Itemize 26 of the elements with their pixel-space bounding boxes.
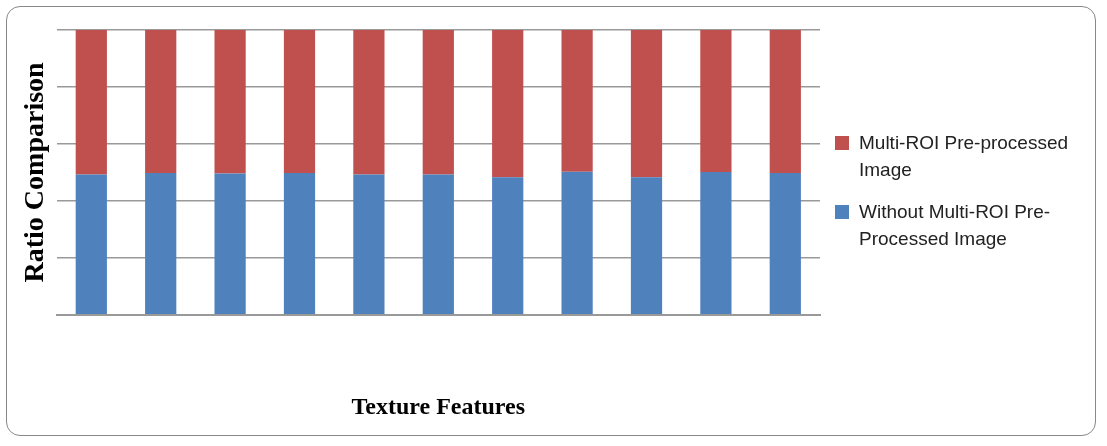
bar	[769, 172, 801, 315]
bar	[561, 30, 593, 172]
bar	[492, 177, 524, 315]
bar	[630, 177, 663, 315]
bar	[630, 30, 663, 178]
bar	[283, 172, 316, 315]
bar	[145, 172, 177, 315]
bar	[75, 174, 107, 315]
bar	[75, 30, 107, 175]
bar	[561, 171, 593, 315]
bar	[492, 30, 524, 178]
bar	[145, 30, 177, 173]
y-axis-title: Ratio Comparison	[18, 61, 50, 283]
bar	[700, 30, 732, 173]
bar	[353, 30, 385, 175]
legend-label: Multi-ROI Pre-processed Image	[859, 131, 1070, 182]
x-axis-title: Texture Features	[351, 392, 526, 419]
bar	[422, 30, 454, 175]
bar	[700, 172, 732, 315]
bar	[283, 30, 316, 173]
bar	[214, 30, 246, 174]
bar	[422, 174, 454, 315]
bar	[214, 173, 246, 315]
bar	[353, 174, 385, 315]
bar	[769, 30, 801, 173]
legend-label: Without Multi-ROI Pre-Processed Image	[859, 200, 1052, 251]
